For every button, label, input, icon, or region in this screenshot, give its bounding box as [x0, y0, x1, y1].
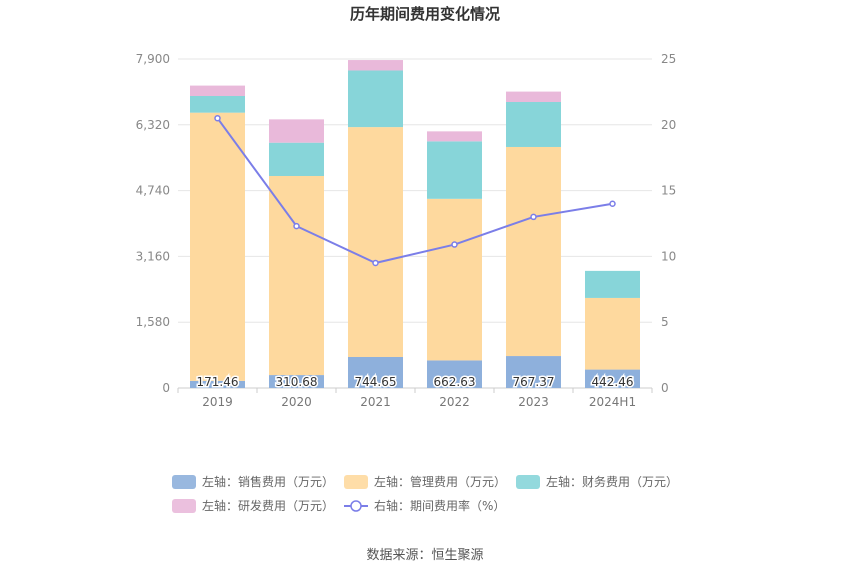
- bar-segment-0-0: [190, 380, 245, 388]
- bar-segment-1-3: [427, 198, 482, 361]
- grid: [178, 58, 652, 389]
- bar-segment-1-2: [348, 127, 403, 357]
- bar-segment-2-5: [585, 270, 640, 298]
- bar-segment-3-1: [269, 119, 324, 143]
- right-tick-label: 10: [661, 249, 676, 263]
- rate-point: [530, 213, 537, 221]
- bar-data-label: 744.65: [355, 375, 397, 389]
- bar-segment-0-2: [348, 356, 403, 388]
- bar-segment-3-0: [190, 85, 245, 97]
- right-tick-label: 5: [661, 315, 669, 329]
- bar-data-label: 767.37: [513, 375, 555, 389]
- rate-point: [214, 114, 221, 122]
- legend-label: 左轴：财务费用（万元）: [546, 474, 678, 489]
- bar-segment-3-2: [348, 60, 403, 71]
- left-tick-label: 3,160: [136, 249, 170, 263]
- x-tick-label: 2019: [202, 395, 233, 409]
- bar-segment-2-1: [269, 142, 324, 176]
- bar-labels: 171.46 310.68 744.65 662.63 767.37 442.46: [195, 374, 635, 391]
- legend-swatch: [344, 475, 368, 489]
- rate-point: [609, 200, 616, 208]
- bar-segment-2-2: [348, 70, 403, 128]
- left-tick-label: 4,740: [136, 184, 170, 198]
- x-axis-ticks: 2019 2020 2021 2022 2023 2024H1: [177, 388, 653, 409]
- bar-segment-0-1: [269, 375, 324, 388]
- x-tick-label: 2024H1: [589, 395, 636, 409]
- x-tick-label: 2021: [360, 395, 391, 409]
- bar-segment-3-3: [427, 131, 482, 142]
- rate-polyline: [216, 117, 613, 265]
- left-tick-label: 7,900: [136, 52, 170, 66]
- legend-marker: [350, 500, 362, 512]
- bars: [190, 60, 640, 388]
- bar-data-label: 171.46: [197, 375, 239, 389]
- bar-segment-0-5: [585, 369, 640, 388]
- right-tick-label: 25: [661, 52, 676, 66]
- right-tick-label: 20: [661, 118, 676, 132]
- rate-point: [293, 222, 300, 230]
- right-tick-label: 0: [661, 381, 669, 395]
- chart-title: 历年期间费用变化情况: [350, 5, 500, 23]
- x-tick-label: 2023: [518, 395, 549, 409]
- bar-data-label: 662.63: [434, 375, 476, 389]
- right-axis-ticks: 0 5 10 15 20 25: [661, 52, 676, 395]
- bar-segment-1-1: [269, 175, 324, 376]
- bar-segment-1-4: [506, 146, 561, 357]
- rate-line: [214, 114, 616, 267]
- legend-swatch: [172, 499, 196, 513]
- bar-segment-2-0: [190, 96, 245, 113]
- bar-data-label: 310.68: [276, 375, 318, 389]
- legend-swatch: [516, 475, 540, 489]
- bar-segment-1-0: [190, 112, 245, 381]
- x-tick-label: 2020: [281, 395, 312, 409]
- bar-segment-2-3: [427, 141, 482, 199]
- bar-segment-3-4: [506, 91, 561, 103]
- source-note: 数据来源：恒生聚源: [366, 548, 483, 563]
- rate-point: [451, 241, 458, 248]
- legend-swatch: [172, 475, 196, 489]
- bar-segment-0-3: [427, 360, 482, 388]
- legend-label: 左轴：管理费用（万元）: [374, 474, 506, 489]
- legend-label: 右轴：期间费用率（%）: [374, 498, 505, 513]
- bar-data-label: 442.46: [592, 375, 634, 389]
- left-tick-label: 0: [162, 381, 170, 395]
- bar-segment-1-5: [585, 297, 640, 370]
- legend-label: 左轴：研发费用（万元）: [202, 498, 334, 513]
- right-tick-label: 15: [661, 184, 676, 198]
- left-tick-label: 1,580: [136, 315, 170, 329]
- bar-segment-0-4: [506, 356, 561, 388]
- bar-segment-2-4: [506, 102, 561, 147]
- rate-point: [372, 259, 379, 267]
- left-axis-ticks: 0 1,580 3,160 4,740 6,320 7,900: [136, 52, 170, 395]
- legend: 左轴：销售费用（万元） 左轴：管理费用（万元） 左轴：财务费用（万元） 左轴：研发费用…: [172, 474, 678, 513]
- left-tick-label: 6,320: [136, 118, 170, 132]
- x-tick-label: 2022: [439, 395, 470, 409]
- legend-label: 左轴：销售费用（万元）: [202, 474, 334, 489]
